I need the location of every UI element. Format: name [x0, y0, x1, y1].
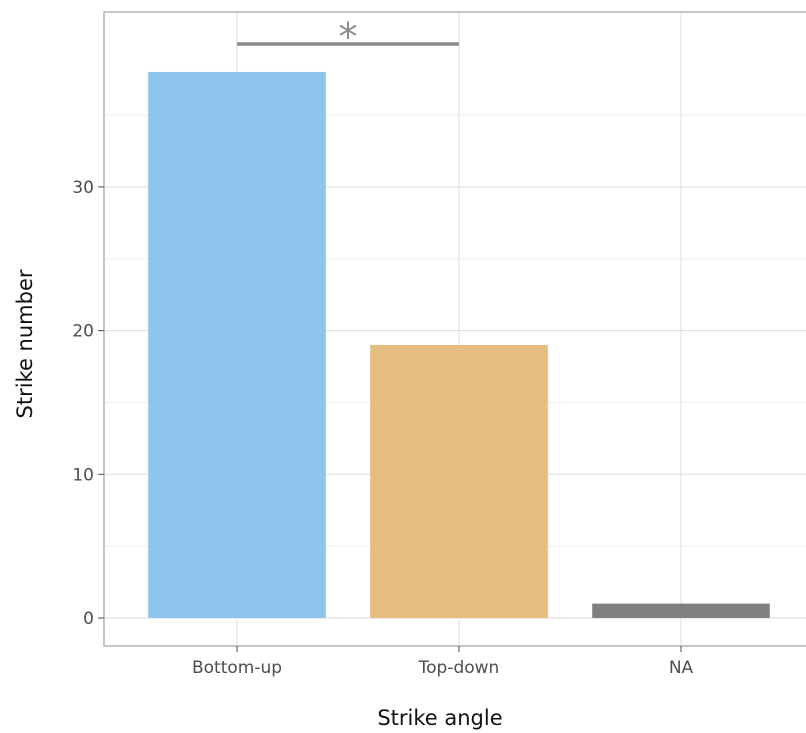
x-tick-label: Top-down: [418, 658, 500, 678]
significance-star: *: [339, 15, 358, 59]
significance-bracket: *: [237, 15, 459, 59]
bar-bottom-up: [148, 71, 326, 618]
x-axis-title: Strike angle: [377, 706, 502, 730]
y-tick-label: 0: [83, 609, 94, 629]
x-tick-label: NA: [669, 658, 694, 678]
y-tick-label: 10: [72, 465, 94, 485]
bar-top-down: [370, 344, 548, 618]
bars: [148, 71, 770, 618]
y-tick-label: 30: [72, 178, 94, 198]
bar-na: [592, 603, 770, 618]
plot-panel-border: [103, 11, 806, 647]
y-tick-label: 20: [72, 322, 94, 342]
y-axis-title: Strike number: [13, 269, 37, 418]
y-axis-ticks: 0 10 20 30: [72, 178, 104, 629]
x-tick-label: Bottom-up: [192, 658, 282, 678]
x-axis-ticks: Bottom-up Top-down NA: [192, 646, 694, 678]
